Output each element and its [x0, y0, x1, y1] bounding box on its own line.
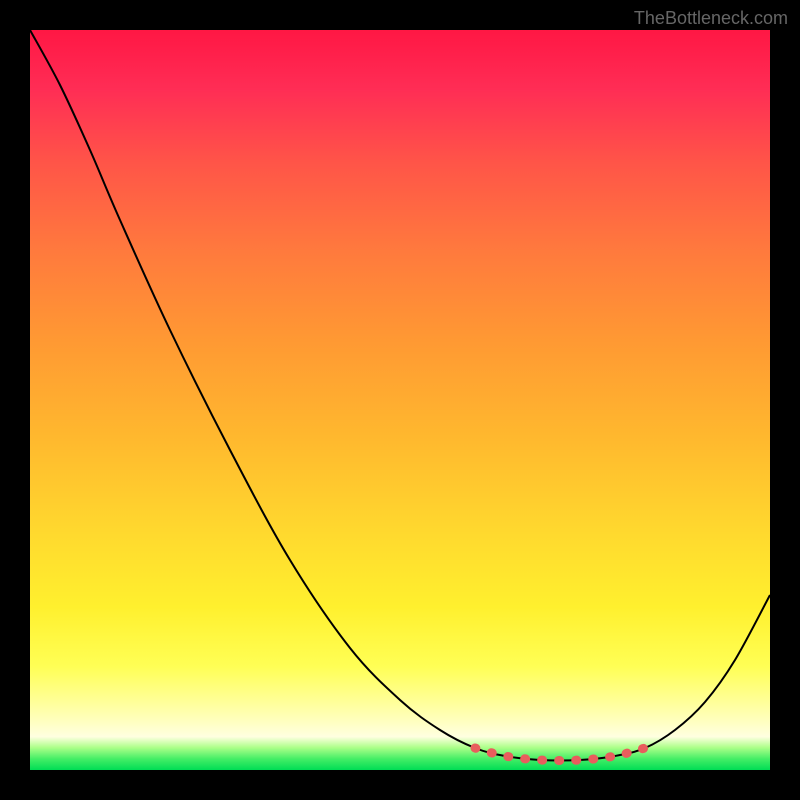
watermark-text: TheBottleneck.com — [634, 8, 788, 29]
curve-overlay — [30, 30, 770, 770]
bottleneck-curve — [30, 30, 770, 761]
chart-area — [30, 30, 770, 770]
